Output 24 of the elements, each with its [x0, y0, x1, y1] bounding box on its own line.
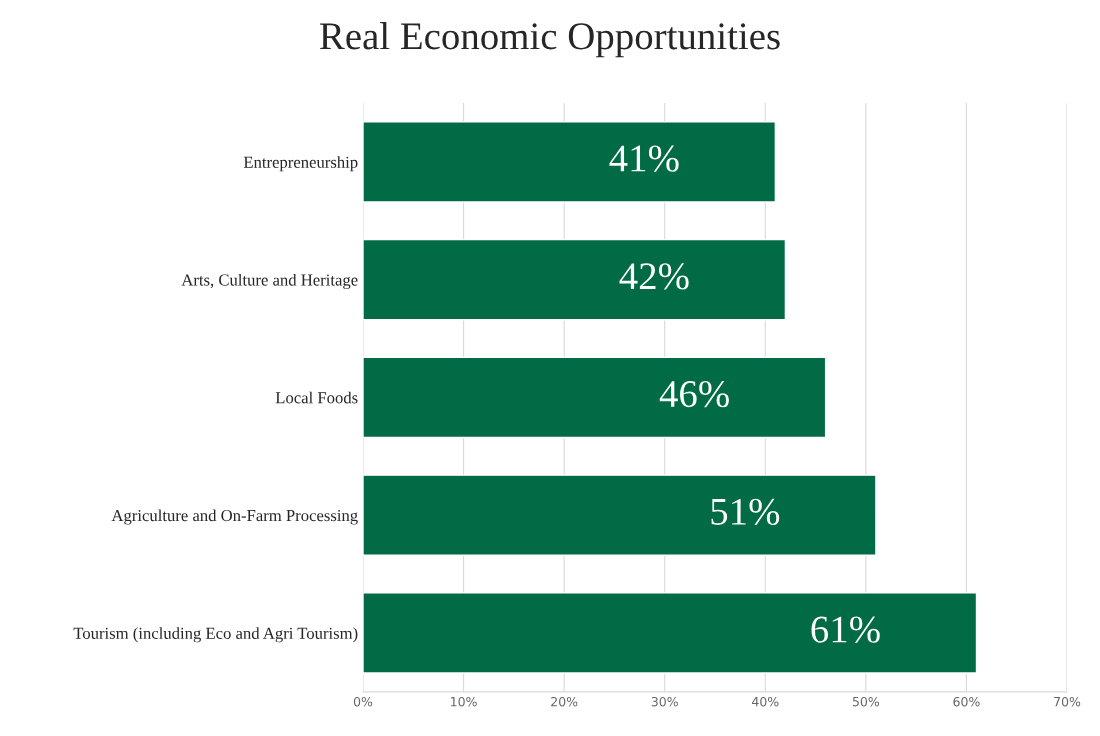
y-tick-label: Tourism (including Eco and Agri Tourism) [73, 627, 358, 643]
y-tick-label: Arts, Culture and Heritage [181, 273, 358, 290]
x-tick-label: 70% [1054, 696, 1081, 707]
y-tick-label: Entrepreneurship [243, 156, 358, 172]
bar [363, 356, 827, 439]
x-tick-label: 0% [353, 696, 373, 707]
bar [363, 121, 777, 203]
y-tick-label: Local Foods [275, 391, 358, 404]
x-tick-label: 60% [953, 696, 980, 707]
x-tick-label: 40% [752, 696, 779, 707]
bar [363, 238, 787, 321]
data-label: 61% [811, 616, 880, 643]
x-tick-label: 20% [551, 696, 578, 707]
chart-title: Real Economic Opportunities [319, 22, 780, 58]
x-tick-label: 50% [852, 696, 880, 707]
bar [363, 592, 978, 674]
data-label: 46% [659, 380, 729, 408]
data-label: 51% [711, 498, 780, 526]
bar [363, 474, 877, 556]
y-tick-label: Agriculture and On-Farm Processing [111, 509, 358, 525]
data-label: 41% [609, 145, 679, 172]
x-tick-label: 10% [451, 696, 477, 707]
x-tick-label: 30% [651, 696, 678, 707]
data-label: 42% [619, 263, 689, 290]
